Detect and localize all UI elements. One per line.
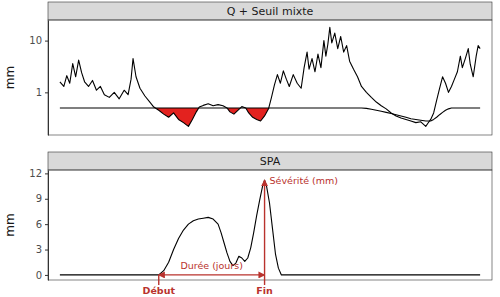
y-axis-line <box>48 171 49 281</box>
annotation-text: Fin <box>256 285 273 296</box>
strip-title: Q + Seuil mixte <box>227 5 314 18</box>
duration-arrow <box>159 274 265 275</box>
y-tick-mark <box>45 224 48 225</box>
y-tick-label: 12 <box>29 168 42 179</box>
y-tick: 1 <box>36 87 48 98</box>
panel: Q + Seuil mixte 1 10 mm <box>3 2 492 136</box>
marks <box>60 27 480 126</box>
series-line <box>60 108 480 121</box>
series-line <box>60 27 480 126</box>
y-tick-mark <box>45 41 48 42</box>
strip-background <box>48 2 492 20</box>
y-tick: 12 <box>29 168 48 179</box>
annotation-text: Début <box>143 285 176 296</box>
event-marker <box>264 275 265 285</box>
event-marker <box>158 275 159 285</box>
strip-title: SPA <box>260 155 281 168</box>
annotation-text: Durée (jours) <box>180 260 242 271</box>
chart-svg: Q + Seuil mixte110mmSPA036912mmDébutFinD… <box>0 0 500 297</box>
plot-frame <box>48 20 492 135</box>
severity-arrow <box>264 180 265 275</box>
series-line <box>60 180 480 275</box>
deficit-area <box>152 27 271 126</box>
strip-background <box>48 152 492 170</box>
y-tick-mark <box>45 250 48 251</box>
plot-background <box>48 170 492 280</box>
y-tick-mark <box>45 173 48 174</box>
annotation-text: Sévérité (mm) <box>270 175 338 186</box>
y-tick: 6 <box>36 219 48 230</box>
plot-background <box>48 20 492 135</box>
y-axis: 1 10 <box>29 21 48 136</box>
y-tick-label: 0 <box>36 270 42 281</box>
marks <box>60 180 480 275</box>
y-tick-label: 1 <box>36 87 42 98</box>
y-tick: 9 <box>36 193 48 204</box>
y-tick-label: 10 <box>29 35 42 46</box>
panel: SPA 0 3 6 9 12 mm Début Fin Durée (jours) Sévérité… <box>3 152 492 296</box>
y-tick-label: 9 <box>36 193 42 204</box>
plot-frame <box>48 170 492 280</box>
y-axis: 0 3 6 9 12 <box>29 168 48 281</box>
y-tick-label: 3 <box>36 244 42 255</box>
y-tick: 3 <box>36 244 48 255</box>
deficit-below <box>152 27 271 126</box>
y-axis-line <box>48 21 49 136</box>
y-tick-mark <box>45 275 48 276</box>
y-tick-mark <box>45 199 48 200</box>
deficit-range <box>152 27 271 126</box>
y-axis-title: mm <box>3 213 17 236</box>
chart-root: Q + Seuil mixte110mmSPA036912mmDébutFinD… <box>0 0 500 297</box>
annotations: Début Fin Durée (jours) Sévérité (mm) <box>143 175 338 296</box>
y-tick: 10 <box>29 35 48 46</box>
y-tick-label: 6 <box>36 219 42 230</box>
y-axis-title: mm <box>3 66 17 89</box>
y-tick-mark <box>45 92 48 93</box>
y-tick: 0 <box>36 270 48 281</box>
